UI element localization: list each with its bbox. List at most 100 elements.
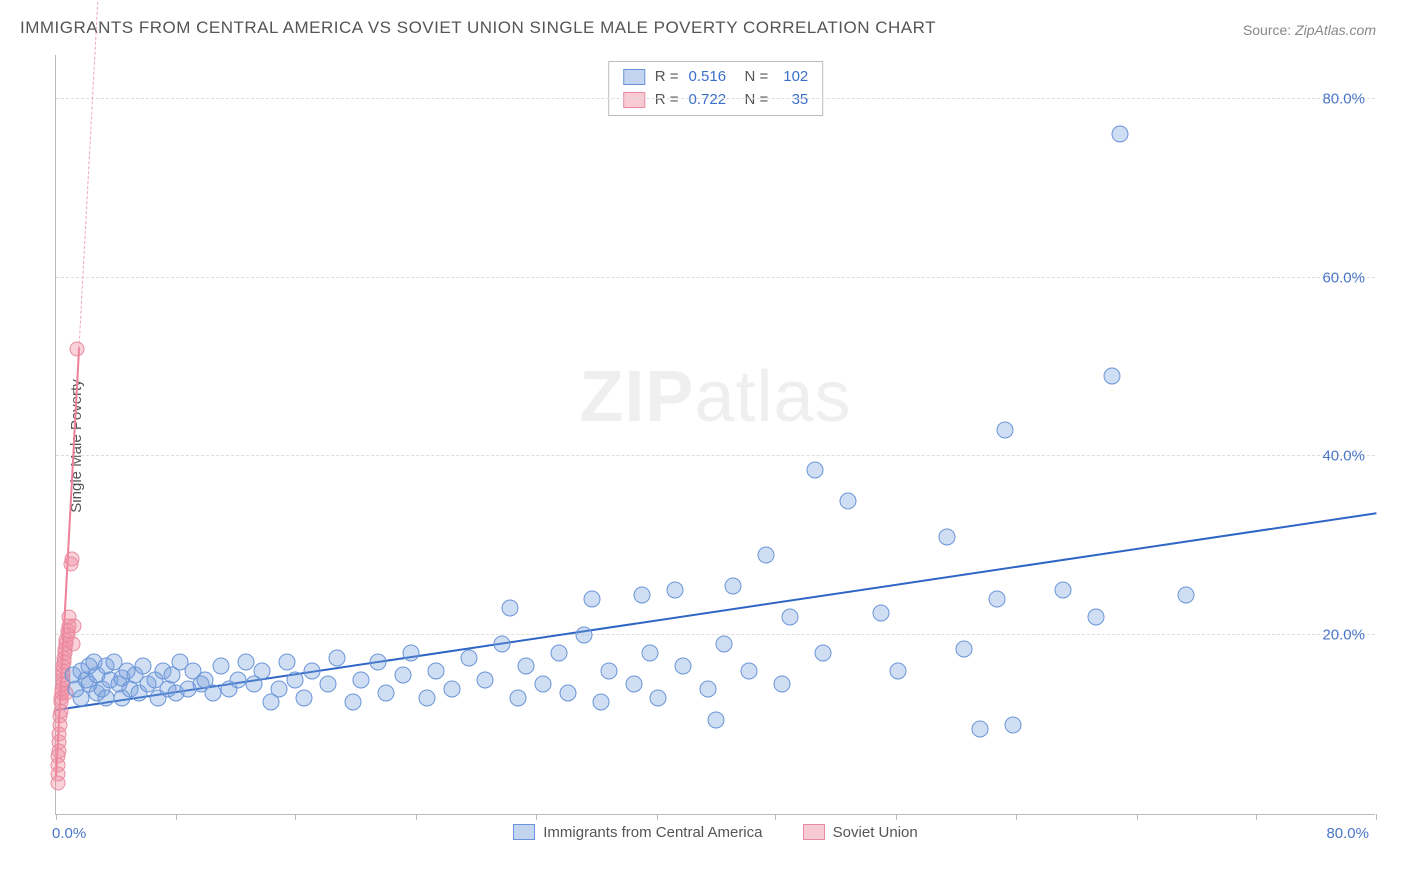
data-point [939, 528, 956, 545]
data-point [782, 609, 799, 626]
stat-n-value: 102 [778, 66, 808, 89]
swatch-blue-icon [623, 69, 645, 85]
data-point [642, 645, 659, 662]
x-tick [176, 814, 177, 820]
data-point [1104, 367, 1121, 384]
data-point [70, 342, 85, 357]
data-point [254, 662, 271, 679]
gridline [56, 98, 1375, 99]
y-tick-label: 40.0% [1322, 448, 1365, 465]
x-tick [775, 814, 776, 820]
scatter-plot: ZIPatlas R = 0.516 N = 102 R = 0.722 N =… [55, 55, 1375, 815]
data-point [67, 619, 82, 634]
data-point [699, 680, 716, 697]
swatch-blue-icon [513, 824, 535, 840]
data-point [840, 493, 857, 510]
chart-title: IMMIGRANTS FROM CENTRAL AMERICA VS SOVIE… [20, 18, 936, 38]
data-point [1178, 586, 1195, 603]
data-point [716, 636, 733, 653]
data-point [592, 694, 609, 711]
source-label: Source: [1243, 22, 1291, 38]
data-point [972, 721, 989, 738]
data-point [518, 658, 535, 675]
source-value: ZipAtlas.com [1295, 22, 1376, 38]
data-point [394, 667, 411, 684]
data-point [402, 645, 419, 662]
gridline [56, 455, 1375, 456]
data-point [873, 604, 890, 621]
x-tick [295, 814, 296, 820]
data-point [237, 654, 254, 671]
x-tick [1016, 814, 1017, 820]
data-point [551, 645, 568, 662]
stat-r-value: 0.722 [689, 89, 735, 112]
data-point [534, 676, 551, 693]
x-tick [896, 814, 897, 820]
legend-label: Immigrants from Central America [543, 824, 762, 841]
data-point [345, 694, 362, 711]
stats-legend-box: R = 0.516 N = 102 R = 0.722 N = 35 [608, 61, 824, 116]
data-point [320, 676, 337, 693]
data-point [419, 689, 436, 706]
data-point [97, 689, 114, 706]
x-tick [1137, 814, 1138, 820]
data-point [287, 671, 304, 688]
data-point [584, 591, 601, 608]
data-point [675, 658, 692, 675]
watermark: ZIPatlas [579, 356, 851, 438]
data-point [757, 546, 774, 563]
x-tick [536, 814, 537, 820]
data-point [477, 671, 494, 688]
data-point [279, 654, 296, 671]
data-point [229, 671, 246, 688]
data-point [501, 600, 518, 617]
x-tick [1256, 814, 1257, 820]
stat-r-label: R = [655, 89, 679, 112]
data-point [807, 461, 824, 478]
y-tick-label: 60.0% [1322, 269, 1365, 286]
data-point [741, 662, 758, 679]
data-point [988, 591, 1005, 608]
data-point [724, 578, 741, 595]
y-tick-label: 20.0% [1322, 627, 1365, 644]
data-point [889, 662, 906, 679]
legend-label: Soviet Union [833, 824, 918, 841]
stats-row-blue: R = 0.516 N = 102 [623, 66, 809, 89]
data-point [774, 676, 791, 693]
watermark-rest: atlas [694, 357, 851, 437]
data-point [303, 662, 320, 679]
data-point [815, 645, 832, 662]
data-point [1054, 582, 1071, 599]
gridline [56, 277, 1375, 278]
stat-r-label: R = [655, 66, 679, 89]
swatch-pink-icon [803, 824, 825, 840]
legend-item-blue: Immigrants from Central America [513, 824, 762, 841]
data-point [1112, 126, 1129, 143]
data-point [64, 552, 79, 567]
data-point [369, 654, 386, 671]
data-point [1087, 609, 1104, 626]
data-point [460, 649, 477, 666]
legend-item-pink: Soviet Union [803, 824, 918, 841]
data-point [576, 627, 593, 644]
data-point [650, 689, 667, 706]
data-point [270, 680, 287, 697]
y-tick-label: 80.0% [1322, 90, 1365, 107]
data-point [65, 637, 80, 652]
data-point [600, 662, 617, 679]
data-point [559, 685, 576, 702]
data-point [353, 671, 370, 688]
data-point [1005, 716, 1022, 733]
x-axis-legend: Immigrants from Central America Soviet U… [56, 824, 1375, 845]
source-attribution: Source: ZipAtlas.com [1243, 22, 1376, 38]
data-point [510, 689, 527, 706]
data-point [378, 685, 395, 702]
x-tick [416, 814, 417, 820]
data-point [204, 685, 221, 702]
x-tick [657, 814, 658, 820]
data-point [955, 640, 972, 657]
x-tick [1376, 814, 1377, 820]
stats-row-pink: R = 0.722 N = 35 [623, 89, 809, 112]
data-point [444, 680, 461, 697]
x-tick [56, 814, 57, 820]
